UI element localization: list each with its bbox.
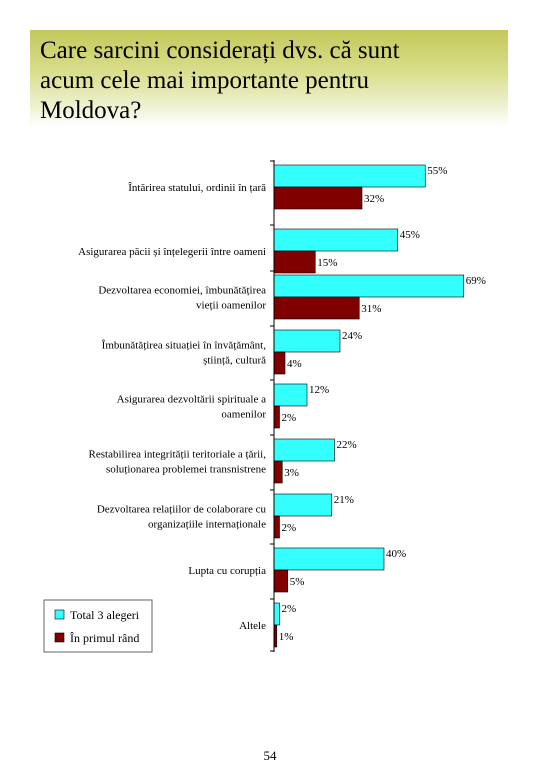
bar-first (273, 296, 360, 320)
page-title-line: Care sarcini considerați dvs. că sunt (40, 37, 400, 64)
page-title-line: Moldova? (40, 97, 142, 124)
bar-total (273, 493, 333, 517)
bar-total (273, 329, 341, 353)
category-label: oamenilor (221, 409, 266, 421)
bar-first (273, 405, 280, 429)
value-label-first: 31% (361, 303, 381, 315)
legend-label-first: În primul rând (70, 631, 139, 645)
page-title: Care sarcini considerați dvs. că sunt ac… (40, 36, 500, 126)
value-label-total: 2% (282, 603, 297, 615)
category-label: Lupta cu corupția (188, 565, 266, 577)
value-label-total: 12% (309, 384, 329, 396)
category-label: vieții oamenilor (196, 300, 266, 312)
category-label: Îmbunătățirea situației în învățământ, (102, 340, 267, 352)
page-title-line: acum cele mai importante pentru (40, 67, 370, 94)
category-label: Întărirea statului, ordinii în țară (128, 182, 266, 194)
legend-label-total: Total 3 alegeri (70, 608, 140, 622)
value-label-first: 2% (282, 412, 297, 424)
category-label: organizațiile internaționale (148, 519, 266, 531)
bar-total (273, 547, 385, 571)
bar-total (273, 602, 280, 626)
category-label: soluționarea problemei transnistrene (106, 464, 266, 476)
bar-first (273, 515, 280, 539)
bar-first (273, 460, 283, 484)
legend-box (43, 599, 153, 653)
value-label-total: 45% (400, 229, 420, 241)
title-band (30, 30, 508, 126)
value-label-total: 40% (386, 548, 406, 560)
value-label-first: 4% (287, 358, 302, 370)
legend-swatch-total (54, 609, 65, 620)
legend-swatch-first (54, 632, 65, 643)
value-label-total: 24% (342, 330, 362, 342)
bar-total (273, 383, 308, 407)
bar-total (273, 274, 465, 298)
value-label-first: 32% (364, 193, 384, 205)
value-label-first: 1% (279, 631, 294, 643)
category-label: Restabilirea integrității teritoriale a … (89, 449, 267, 461)
category-label: Dezvoltarea economiei, îmbunătățirea (98, 285, 266, 297)
bar-total (273, 228, 399, 252)
value-label-total: 22% (337, 439, 357, 451)
value-label-total: 21% (334, 494, 354, 506)
bar-first (273, 186, 363, 210)
value-label-first: 2% (282, 522, 297, 534)
value-label-first: 15% (317, 257, 337, 269)
value-label-total: 69% (466, 275, 486, 287)
bar-first (273, 250, 316, 274)
value-label-first: 3% (284, 467, 299, 479)
category-label: Dezvoltarea relațiilor de colaborare cu (97, 504, 267, 516)
category-label: știință, cultură (203, 355, 266, 367)
bar-first (273, 351, 286, 375)
bar-total (273, 438, 335, 462)
page-number: 54 (263, 748, 277, 763)
category-label: Asigurarea păcii și înțelegerii între oa… (78, 246, 266, 258)
bar-total (273, 164, 426, 188)
bar-first (273, 569, 289, 593)
category-label: Altele (239, 620, 266, 632)
category-label: Asigurarea dezvoltării spirituale a (117, 394, 266, 406)
value-label-first: 5% (290, 576, 305, 588)
value-label-total: 55% (427, 165, 447, 177)
